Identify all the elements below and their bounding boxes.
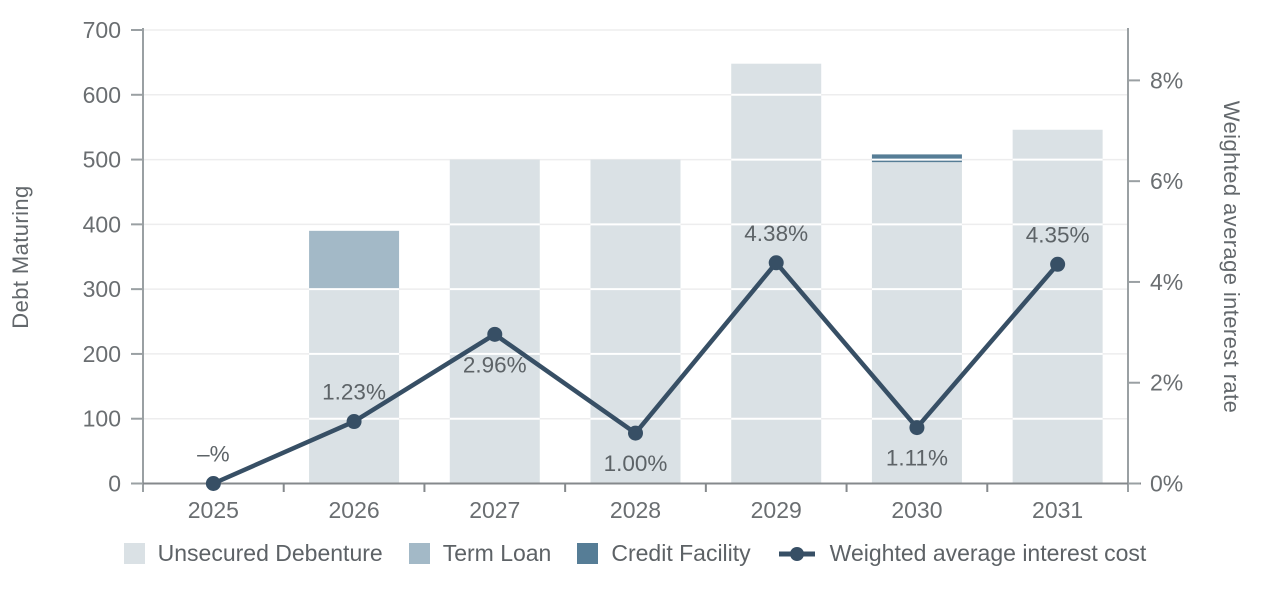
left-axis-title: Debt Maturing — [8, 185, 33, 328]
left-axis-tick-label: 0 — [108, 471, 121, 497]
x-axis-category-label: 2026 — [328, 497, 379, 523]
legend-label: Term Loan — [442, 540, 552, 566]
right-axis-tick-label: 2% — [1150, 370, 1183, 396]
bar-segment-credit-facility — [871, 154, 962, 163]
left-axis-tick-label: 500 — [83, 147, 121, 173]
legend-label: Credit Facility — [611, 540, 751, 566]
x-axis-category-label: 2025 — [188, 497, 239, 523]
interest-rate-data-label: 1.11% — [886, 446, 948, 471]
right-axis-title: Weighted average interest rate — [1219, 101, 1244, 413]
legend-item-unsecured-debenture: Unsecured Debenture — [123, 540, 383, 567]
x-axis-category-label: 2028 — [610, 497, 661, 523]
interest-rate-data-label: 1.23% — [322, 380, 386, 405]
left-axis-tick-label: 400 — [83, 211, 121, 237]
legend-item-term-loan: Term Loan — [408, 540, 552, 567]
left-axis-tick-label: 200 — [83, 341, 121, 367]
legend-swatch-unsecured-debenture — [123, 543, 145, 564]
interest-rate-point — [628, 425, 643, 441]
right-axis-tick-label: 0% — [1150, 471, 1183, 497]
bar-segment-unsecured-debenture — [731, 63, 822, 484]
legend-label: Unsecured Debenture — [157, 540, 383, 566]
legend-item-credit-facility: Credit Facility — [577, 540, 751, 567]
bar-segment-unsecured-debenture — [449, 159, 540, 484]
x-axis-category-label: 2027 — [469, 497, 520, 523]
interest-rate-point — [1050, 256, 1066, 272]
interest-rate-data-label: 1.00% — [604, 451, 668, 476]
legend-label: Weighted average interest cost — [829, 540, 1147, 566]
interest-rate-point — [487, 326, 503, 342]
interest-rate-point — [205, 476, 221, 491]
interest-rate-data-label: 4.35% — [1026, 222, 1090, 247]
x-axis-category-label: 2029 — [751, 497, 802, 523]
interest-rate-data-label: 2.96% — [463, 352, 527, 377]
legend-line-marker-icon — [778, 546, 815, 561]
bar-segment-unsecured-debenture — [871, 162, 962, 484]
right-axis-tick-label: 4% — [1150, 269, 1183, 295]
right-axis-tick-label: 6% — [1150, 168, 1183, 194]
x-axis-category-label: 2031 — [1032, 497, 1083, 523]
left-axis-tick-label: 300 — [83, 276, 121, 302]
right-axis-tick-label: 8% — [1150, 67, 1183, 93]
bar-segment-term-loan — [309, 230, 400, 290]
left-axis-tick-label: 700 — [83, 17, 121, 43]
left-axis-tick-label: 600 — [83, 82, 121, 108]
interest-rate-point — [768, 255, 784, 271]
interest-rate-data-label: 4.38% — [744, 221, 808, 246]
legend-dot-glyph — [789, 546, 804, 561]
legend-item-weighted-average-interest-cost: Weighted average interest cost — [777, 540, 1147, 567]
interest-rate-point — [346, 414, 362, 430]
debt-maturity-combo-chart: 0 100 200 300 400 500 600 700 0% 2% 4% 6% 8% 2025 2026… — [8, 17, 1244, 523]
interest-rate-point — [909, 420, 925, 436]
chart-legend: Unsecured Debenture Term Loan Credit Facil… — [0, 540, 1270, 567]
legend-swatch-credit-facility — [577, 543, 599, 564]
bar-segment-unsecured-debenture — [1012, 129, 1103, 484]
left-axis-tick-label: 100 — [83, 406, 121, 432]
interest-rate-data-label: –% — [197, 442, 230, 467]
x-axis-category-label: 2030 — [891, 497, 942, 523]
legend-swatch-term-loan — [408, 543, 430, 564]
bar-segment-unsecured-debenture — [309, 289, 400, 484]
